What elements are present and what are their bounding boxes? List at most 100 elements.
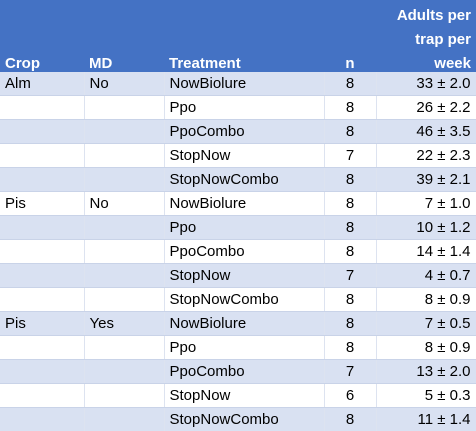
header-treatment[interactable]: Treatment: [164, 48, 324, 72]
header-value-line-3[interactable]: week: [376, 48, 476, 72]
cell-adults-per-trap-per-week[interactable]: 33 ± 2.0: [376, 72, 476, 96]
cell-crop[interactable]: Pis: [0, 311, 85, 336]
cell-n[interactable]: 7: [324, 263, 377, 288]
cell-crop[interactable]: [0, 263, 85, 288]
cell-n[interactable]: 8: [324, 311, 377, 336]
cell-md[interactable]: [84, 215, 165, 240]
header-cell-n-top[interactable]: [324, 0, 376, 24]
cell-n[interactable]: 8: [324, 407, 377, 431]
cell-adults-per-trap-per-week[interactable]: 4 ± 0.7: [376, 263, 476, 288]
cell-n[interactable]: 7: [324, 143, 377, 168]
cell-treatment[interactable]: Ppo: [164, 215, 325, 240]
cell-md[interactable]: [84, 359, 165, 384]
cell-md[interactable]: [84, 335, 165, 360]
cell-treatment[interactable]: Ppo: [164, 335, 325, 360]
cell-adults-per-trap-per-week[interactable]: 46 ± 3.5: [376, 119, 476, 144]
cell-n[interactable]: 8: [324, 215, 377, 240]
cell-n[interactable]: 8: [324, 119, 377, 144]
cell-n[interactable]: 8: [324, 335, 377, 360]
cell-crop[interactable]: Pis: [0, 191, 85, 216]
cell-crop[interactable]: [0, 167, 85, 192]
cell-crop[interactable]: [0, 383, 85, 408]
cell-treatment[interactable]: NowBiolure: [164, 191, 325, 216]
cell-crop[interactable]: [0, 95, 85, 120]
cell-adults-per-trap-per-week[interactable]: 13 ± 2.0: [376, 359, 476, 384]
cell-crop[interactable]: [0, 143, 85, 168]
header-value-line-2[interactable]: trap per: [376, 24, 476, 48]
cell-adults-per-trap-per-week[interactable]: 8 ± 0.9: [376, 335, 476, 360]
cell-crop[interactable]: [0, 119, 85, 144]
cell-md[interactable]: Yes: [84, 311, 165, 336]
cell-n[interactable]: 8: [324, 72, 377, 96]
header-cell-treatment-top[interactable]: [164, 0, 324, 24]
cell-md[interactable]: [84, 167, 165, 192]
cell-crop[interactable]: Alm: [0, 72, 85, 96]
header-cell-md-top[interactable]: [84, 0, 164, 24]
cell-adults-per-trap-per-week[interactable]: 26 ± 2.2: [376, 95, 476, 120]
table-row: Pis No NowBiolure 8 7 ± 1.0: [0, 191, 476, 216]
cell-treatment[interactable]: NowBiolure: [164, 72, 325, 96]
cell-adults-per-trap-per-week[interactable]: 11 ± 1.4: [376, 407, 476, 431]
header-cell-crop-mid[interactable]: [0, 24, 84, 48]
cell-n[interactable]: 8: [324, 239, 377, 264]
cell-treatment[interactable]: PpoCombo: [164, 119, 325, 144]
cell-adults-per-trap-per-week[interactable]: 10 ± 1.2: [376, 215, 476, 240]
cell-crop[interactable]: [0, 215, 85, 240]
cell-n[interactable]: 8: [324, 167, 377, 192]
cell-adults-per-trap-per-week[interactable]: 22 ± 2.3: [376, 143, 476, 168]
cell-md[interactable]: [84, 407, 165, 431]
table-row: StopNowCombo 8 39 ± 2.1: [0, 167, 476, 192]
cell-crop[interactable]: [0, 287, 85, 312]
cell-n[interactable]: 8: [324, 95, 377, 120]
cell-treatment[interactable]: StopNowCombo: [164, 287, 325, 312]
cell-md[interactable]: [84, 287, 165, 312]
cell-adults-per-trap-per-week[interactable]: 7 ± 1.0: [376, 191, 476, 216]
cell-treatment[interactable]: PpoCombo: [164, 359, 325, 384]
table-row: StopNow 6 5 ± 0.3: [0, 383, 476, 408]
table-body: Alm No NowBiolure 8 33 ± 2.0 Ppo 8 26 ± 2.2 PpoC…: [0, 72, 476, 431]
header-row-2: trap per: [0, 24, 476, 48]
cell-adults-per-trap-per-week[interactable]: 39 ± 2.1: [376, 167, 476, 192]
cell-crop[interactable]: [0, 407, 85, 431]
cell-adults-per-trap-per-week[interactable]: 14 ± 1.4: [376, 239, 476, 264]
cell-treatment[interactable]: StopNowCombo: [164, 407, 325, 431]
cell-crop[interactable]: [0, 335, 85, 360]
cell-md[interactable]: [84, 263, 165, 288]
cell-adults-per-trap-per-week[interactable]: 8 ± 0.9: [376, 287, 476, 312]
header-cell-treatment-mid[interactable]: [164, 24, 324, 48]
cell-crop[interactable]: [0, 359, 85, 384]
cell-md[interactable]: [84, 119, 165, 144]
cell-adults-per-trap-per-week[interactable]: 7 ± 0.5: [376, 311, 476, 336]
table-row: StopNowCombo 8 8 ± 0.9: [0, 287, 476, 312]
header-crop[interactable]: Crop: [0, 48, 84, 72]
header-md[interactable]: MD: [84, 48, 164, 72]
cell-treatment[interactable]: StopNow: [164, 383, 325, 408]
cell-n[interactable]: 7: [324, 359, 377, 384]
cell-treatment[interactable]: StopNowCombo: [164, 167, 325, 192]
cell-treatment[interactable]: NowBiolure: [164, 311, 325, 336]
cell-treatment[interactable]: StopNow: [164, 263, 325, 288]
cell-crop[interactable]: [0, 239, 85, 264]
cell-n[interactable]: 8: [324, 191, 377, 216]
cell-n[interactable]: 6: [324, 383, 377, 408]
cell-adults-per-trap-per-week[interactable]: 5 ± 0.3: [376, 383, 476, 408]
header-cell-crop-top[interactable]: [0, 0, 84, 24]
header-n[interactable]: n: [324, 48, 376, 72]
cell-treatment[interactable]: PpoCombo: [164, 239, 325, 264]
header-value-line-1[interactable]: Adults per: [376, 0, 476, 24]
cell-treatment[interactable]: StopNow: [164, 143, 325, 168]
header-cell-n-mid[interactable]: [324, 24, 376, 48]
cell-n[interactable]: 8: [324, 287, 377, 312]
cell-treatment[interactable]: Ppo: [164, 95, 325, 120]
header-cell-md-mid[interactable]: [84, 24, 164, 48]
cell-md[interactable]: [84, 143, 165, 168]
cell-md[interactable]: No: [84, 191, 165, 216]
table-row: StopNow 7 4 ± 0.7: [0, 263, 476, 288]
cell-md[interactable]: [84, 95, 165, 120]
cell-md[interactable]: [84, 383, 165, 408]
cell-md[interactable]: No: [84, 72, 165, 96]
header-row-3: Crop MD Treatment n week: [0, 48, 476, 72]
cell-md[interactable]: [84, 239, 165, 264]
